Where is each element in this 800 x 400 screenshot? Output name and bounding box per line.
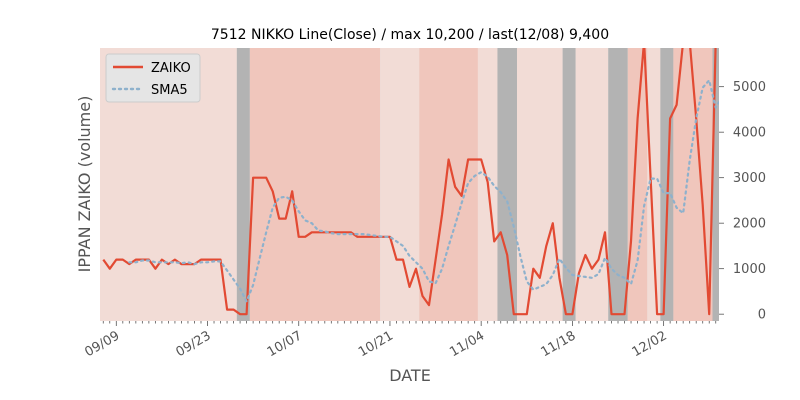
legend: ZAIKO SMA5: [105, 53, 201, 103]
y-axis-ticks: 0 1000 2000 3000 4000 5000: [719, 80, 766, 323]
x-tick-label: 11/18: [538, 328, 578, 360]
y-axis-label: IPPAN ZAIKO (volume): [75, 96, 94, 273]
shaded-band-12: [647, 48, 661, 321]
legend-zaiko-label: ZAIKO: [151, 61, 191, 76]
shaded-band-15: [712, 48, 719, 321]
y-tick-label: 1000: [733, 262, 766, 277]
sma5-line: [128, 79, 719, 303]
x-tick-label: 10/21: [356, 328, 396, 360]
x-axis-ticks: 09/09 09/23 10/07 10/21 11/04 11/18 12/02: [82, 321, 717, 360]
x-tick-label: 12/02: [630, 328, 670, 360]
x-tick-label: 09/23: [174, 328, 214, 360]
shaded-band-4: [419, 48, 478, 321]
y-tick-label: 0: [758, 308, 766, 323]
shaded-band-7: [517, 48, 563, 321]
y-tick-label: 3000: [733, 171, 766, 186]
chart-title: 7512 NIKKO Line(Close) / max 10,200 / la…: [211, 27, 609, 43]
shaded-band-3: [380, 48, 420, 321]
x-tick-label: 11/04: [447, 328, 487, 360]
shaded-band-10: [608, 48, 628, 321]
y-tick-label: 4000: [733, 126, 766, 141]
shaded-band-9: [575, 48, 609, 321]
x-tick-label: 09/09: [82, 328, 122, 360]
x-tick-label: 10/07: [265, 328, 305, 360]
shaded-band-11: [627, 48, 648, 321]
y-tick-label: 5000: [733, 80, 766, 95]
x-axis-label: DATE: [389, 366, 431, 385]
y-tick-label: 2000: [733, 217, 766, 232]
shaded-band-8: [562, 48, 576, 321]
legend-sma5-label: SMA5: [151, 83, 188, 98]
shaded-band-6: [497, 48, 518, 321]
shaded-band-2: [249, 48, 381, 321]
zaiko-line: [102, 48, 717, 316]
series-lines: [102, 48, 719, 316]
shaded-band-1: [236, 48, 250, 321]
